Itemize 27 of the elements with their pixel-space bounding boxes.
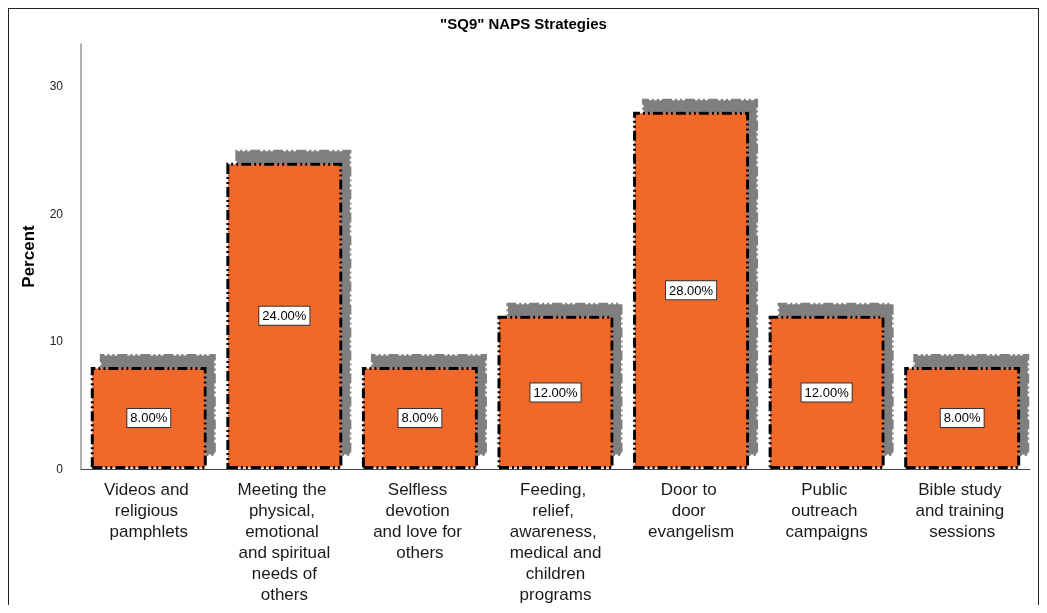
x-tick-label: Meeting the physical, emotional and spiritual needs of others [237, 480, 332, 604]
bar [904, 366, 1021, 469]
x-tick-label: Videos and religious pamphlets [104, 480, 194, 541]
y-tick-label: 10 [49, 334, 64, 349]
x-tick-label: Door to door evangelism [648, 480, 735, 541]
y-tick-label: 30 [49, 79, 64, 94]
y-tick-label: 0 [56, 462, 64, 476]
x-tick-label: Public outreach campaigns [785, 480, 868, 541]
x-tick-label: Selfless devotion and love for others [373, 480, 467, 562]
data-label: 12.00% [533, 384, 578, 400]
chart-title: "SQ9" NAPS Strategies [440, 15, 607, 32]
bar [768, 315, 885, 469]
data-label: 24.00% [262, 308, 307, 324]
y-axis-title: Percent [19, 224, 38, 288]
bar [90, 366, 207, 469]
y-tick-label: 20 [49, 206, 64, 221]
x-tick-label: Feeding, relief, awareness, medical and children programs [509, 480, 602, 604]
x-tick-label: Bible study and training sessions [915, 480, 1009, 541]
bar [497, 315, 614, 469]
bar [633, 111, 750, 469]
data-label: 8.00% [401, 410, 439, 426]
data-label: 28.00% [669, 282, 714, 298]
bar [361, 366, 478, 469]
bar [226, 162, 343, 469]
data-label: 8.00% [943, 410, 982, 426]
data-label: 12.00% [804, 384, 850, 400]
data-label: 8.00% [130, 410, 168, 426]
